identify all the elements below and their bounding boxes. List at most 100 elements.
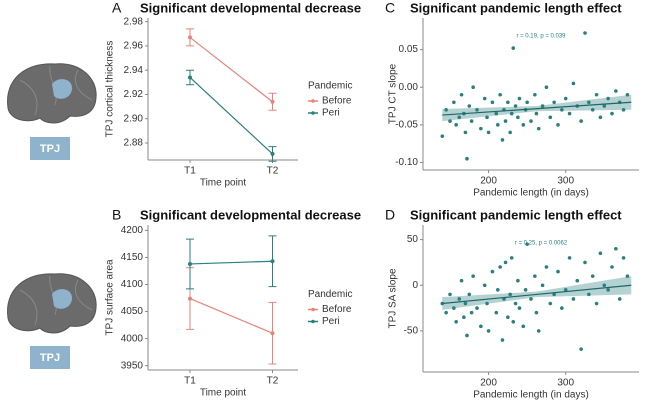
panel-letter: A [112, 0, 122, 16]
point [475, 108, 479, 112]
point [485, 115, 489, 120]
point [496, 123, 500, 127]
legend-label: Before [322, 96, 352, 107]
tpj-label: TPJ [40, 143, 60, 155]
point [521, 123, 526, 127]
point [465, 333, 469, 338]
brain-shape [7, 63, 97, 124]
point [583, 31, 587, 35]
x-tick-label: 300 [557, 378, 574, 389]
fit-line [442, 101, 632, 116]
point [517, 306, 522, 310]
point [479, 324, 483, 329]
point [475, 306, 479, 310]
point [471, 274, 475, 278]
panel-title: Significant developmental decrease [140, 207, 361, 222]
point [587, 292, 591, 297]
point [463, 130, 468, 135]
tpj-region [52, 289, 72, 309]
x-tick-label: T2 [267, 166, 279, 177]
point [511, 46, 516, 50]
point [516, 115, 520, 120]
point [469, 310, 474, 315]
point [529, 297, 533, 301]
point [506, 100, 510, 105]
y-tick-label: 2.94 [124, 65, 144, 76]
point [602, 104, 607, 108]
y-tick-label: -0.10 [395, 157, 418, 168]
y-tick-label: -50 [404, 326, 419, 337]
x-axis-label: Pandemic length (in days) [473, 188, 589, 199]
point [571, 297, 576, 301]
tpj-region [52, 79, 72, 99]
point [594, 301, 599, 306]
point [560, 108, 564, 112]
point [513, 104, 518, 108]
point [486, 130, 491, 135]
point [486, 329, 491, 333]
point [556, 269, 560, 274]
series-line [189, 260, 273, 265]
point [457, 297, 462, 301]
point [606, 96, 610, 101]
point [511, 319, 516, 324]
point [590, 274, 595, 278]
point [188, 75, 192, 80]
y-tick-label: 2.92 [124, 89, 144, 100]
point [548, 301, 553, 306]
panel-letter: D [385, 207, 395, 223]
point [508, 292, 512, 297]
x-tick-label: T1 [184, 166, 196, 177]
point [602, 283, 607, 288]
point [533, 274, 537, 278]
legend-dot [311, 307, 315, 312]
point [598, 251, 603, 256]
panel-title: Significant pandemic length effect [410, 207, 622, 222]
y-tick-label: 2.98 [124, 16, 144, 27]
series-line [189, 36, 273, 103]
point [517, 96, 522, 101]
point [444, 310, 448, 315]
point [533, 92, 537, 97]
point [465, 156, 469, 161]
point [534, 310, 539, 315]
point [621, 256, 626, 260]
x-tick-label: 200 [480, 378, 497, 389]
point [563, 96, 568, 101]
point [513, 301, 518, 306]
point [598, 115, 603, 120]
point [454, 123, 458, 127]
tpj-label-box [30, 346, 70, 369]
point [606, 288, 610, 292]
point [448, 119, 452, 123]
point [463, 301, 468, 306]
point [540, 283, 545, 288]
point [498, 265, 502, 269]
point [459, 92, 464, 97]
panel-letter: B [112, 207, 121, 223]
point [498, 92, 502, 97]
point [509, 256, 514, 260]
point [188, 261, 192, 266]
point [494, 310, 499, 315]
point [625, 92, 630, 97]
y-tick-label: -0.05 [395, 119, 418, 130]
point [482, 283, 487, 288]
point [471, 85, 475, 90]
point [454, 319, 458, 324]
point [610, 111, 614, 116]
point [508, 130, 512, 135]
y-tick-label: 0 [412, 280, 418, 291]
legend-title: Pandemic [308, 81, 352, 92]
x-axis-label: Pandemic length (in days) [473, 390, 589, 400]
point [452, 100, 456, 105]
point [500, 338, 505, 342]
confidence-band [442, 276, 632, 310]
point [503, 260, 508, 265]
point [479, 126, 483, 131]
annotation: r = 0.25, p = 0.0062 [515, 241, 568, 247]
point [444, 108, 448, 112]
point [529, 119, 533, 123]
y-tick-label: 3950 [121, 360, 144, 371]
